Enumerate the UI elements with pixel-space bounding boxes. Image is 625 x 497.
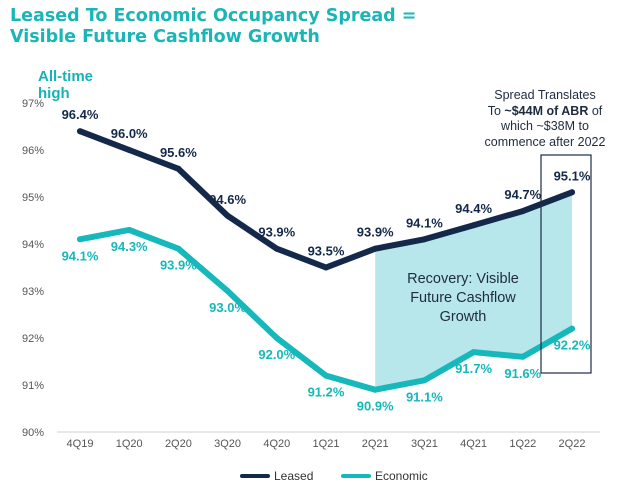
leased-data-point	[519, 208, 526, 215]
leased-data-label: 93.9%	[258, 225, 295, 240]
economic-data-label: 90.9%	[357, 399, 394, 414]
spread-line-2-prefix: To	[487, 103, 505, 118]
legend-item-economic: Economic	[341, 469, 428, 483]
leased-data-label: 94.1%	[406, 215, 443, 230]
leased-data-label: 95.1%	[554, 168, 591, 183]
economic-data-point	[519, 353, 526, 360]
leased-data-point	[126, 147, 133, 153]
y-tick-label: 91%	[22, 380, 44, 392]
economic-data-label: 94.3%	[111, 239, 148, 254]
leased-data-point	[421, 236, 428, 243]
leased-data-point	[323, 264, 329, 271]
y-tick-label: 93%	[22, 286, 44, 298]
leased-data-label: 93.9%	[357, 225, 394, 240]
legend-swatch-economic	[341, 474, 371, 478]
x-tick-label: 1Q20	[116, 438, 143, 450]
recovery-line-2: Future Cashflow	[410, 290, 516, 306]
x-tick-label: 4Q20	[263, 438, 290, 450]
x-tick-label: 3Q21	[411, 438, 438, 450]
highlight-box-2q22	[540, 154, 592, 374]
x-tick-label: 4Q21	[460, 438, 487, 450]
x-tick-label: 1Q22	[509, 438, 536, 450]
recovery-annotation: Recovery: Visible Future Cashflow Growth	[388, 270, 538, 327]
all-time-high-annotation: All-time high	[38, 68, 118, 102]
spread-line-2-suffix: of	[588, 103, 603, 118]
leased-data-label: 94.6%	[209, 192, 246, 207]
economic-data-point	[77, 236, 83, 243]
all-time-high-line-2: high	[38, 85, 70, 102]
economic-data-point	[323, 372, 329, 379]
leased-data-point	[77, 128, 83, 135]
economic-data-label: 92.2%	[554, 338, 591, 353]
spread-line-3: which ~$38M to	[501, 119, 589, 133]
economic-data-point	[421, 377, 428, 384]
y-tick-label: 96%	[22, 145, 44, 157]
leased-data-point	[569, 189, 575, 196]
leased-data-label: 94.7%	[504, 187, 541, 202]
spread-abr-value: ~$44M of ABR	[504, 103, 589, 118]
economic-data-label: 92.0%	[258, 347, 295, 362]
legend-swatch-leased	[240, 474, 270, 478]
economic-data-label: 91.2%	[308, 385, 345, 400]
recovery-line-3: Growth	[439, 309, 487, 325]
legend-item-leased: Leased	[240, 469, 313, 483]
leased-data-label: 94.4%	[455, 201, 492, 216]
spread-line-4: commence after 2022	[484, 134, 606, 149]
economic-data-label: 93.9%	[160, 258, 197, 273]
all-time-high-line-1: All-time	[38, 68, 94, 85]
x-tick-label: 3Q20	[214, 438, 241, 450]
spread-annotation: Spread Translates To ~$44M of ABR of whi…	[470, 88, 620, 150]
title-line-1: Leased To Economic Occupancy Spread =	[10, 6, 417, 26]
x-tick-label: 2Q21	[362, 438, 389, 450]
y-tick-label: 92%	[22, 333, 44, 345]
economic-data-point	[273, 335, 280, 341]
leased-data-point	[224, 212, 231, 219]
economic-data-label: 91.6%	[504, 366, 541, 381]
y-tick-label: 94%	[22, 239, 44, 251]
x-tick-label: 2Q22	[559, 438, 586, 450]
leased-data-label: 95.6%	[160, 145, 197, 160]
x-tick-label: 1Q21	[313, 438, 340, 450]
leased-data-label: 96.4%	[62, 107, 99, 122]
spread-line-2: To ~$44M of ABR of	[470, 104, 620, 120]
economic-data-label: 91.7%	[455, 361, 492, 376]
economic-data-point	[126, 226, 133, 233]
economic-data-label: 93.0%	[209, 300, 246, 315]
recovery-line-1: Recovery: Visible	[407, 271, 519, 287]
economic-data-label: 94.1%	[62, 248, 99, 263]
economic-data-point	[569, 325, 575, 332]
leased-data-label: 93.5%	[308, 244, 345, 259]
economic-data-point	[175, 245, 182, 252]
legend-label-economic: Economic	[375, 469, 428, 483]
x-tick-label: 2Q20	[165, 438, 192, 450]
economic-data-point	[224, 288, 231, 294]
chart-title: Leased To Economic Occupancy Spread = Vi…	[10, 6, 416, 48]
legend-label-leased: Leased	[274, 469, 314, 483]
economic-data-point	[470, 349, 477, 356]
economic-data-label: 91.1%	[406, 389, 443, 404]
leased-data-label: 96.0%	[111, 126, 148, 141]
y-tick-label: 90%	[22, 427, 44, 439]
leased-data-point	[273, 245, 280, 252]
y-tick-label: 95%	[22, 192, 44, 204]
chart-legend: Leased Economic	[0, 469, 625, 485]
title-line-2: Visible Future Cashflow Growth	[10, 27, 320, 47]
leased-data-point	[470, 222, 477, 229]
spread-line-1: Spread Translates	[494, 88, 596, 102]
economic-data-point	[372, 386, 379, 393]
y-tick-label: 97%	[22, 98, 44, 110]
x-tick-label: 4Q19	[67, 438, 94, 450]
leased-data-point	[175, 165, 182, 172]
leased-data-point	[372, 245, 379, 252]
